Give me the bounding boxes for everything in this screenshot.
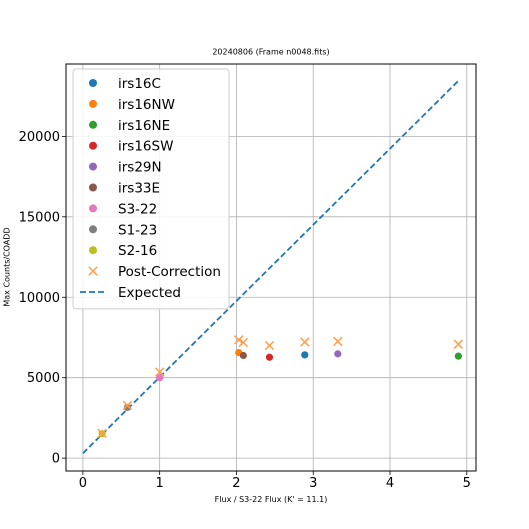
legend-swatch-irs16ne [89, 120, 97, 129]
point-irs16ne [454, 352, 462, 360]
x-axis-label: Flux / S3-22 Flux (K' = 11.1) [215, 495, 328, 504]
legend-swatch-post-correction [88, 266, 98, 276]
y-tick-label: 20000 [19, 130, 60, 145]
point-irs29n [334, 350, 342, 358]
legend-label-irs16c: irs16C [118, 76, 161, 92]
legend-swatch-s3-22 [89, 204, 97, 213]
legend-label-s1-23: S1-23 [118, 222, 157, 238]
legend-swatch-irs16c [89, 79, 97, 87]
legend-label-irs33e: irs33E [118, 181, 160, 197]
y-tick-label: 10000 [19, 291, 60, 306]
point-irs16c [301, 351, 309, 359]
post-correction-point [97, 428, 107, 439]
post-correction-point [264, 340, 275, 351]
x-tick-label: 1 [156, 476, 164, 491]
legend-label-irs16sw: irs16SW [118, 139, 173, 155]
legend-label-irs29n: irs29N [118, 160, 162, 176]
legend-label-irs16nw: irs16NW [118, 97, 175, 113]
x-tick-label: 5 [463, 476, 471, 491]
legend-label-irs16ne: irs16NE [118, 118, 170, 134]
plot-frame [65, 63, 477, 472]
y-tick-label: 5000 [27, 371, 60, 386]
chart-title: 20240806 (Frame n0048.fits) [212, 48, 329, 57]
legend-swatch-irs16nw [89, 99, 97, 108]
point-s1-23 [123, 403, 132, 412]
post-correction-point [238, 337, 249, 348]
x-tick-label: 4 [386, 476, 394, 491]
expected-line-layer [82, 79, 460, 454]
post-correction-point [333, 336, 343, 347]
axis-ticks: 0 1 2 3 4 5 0 5000 10000 15000 20000 [19, 130, 471, 491]
legend-label-s3-22: S3-22 [118, 201, 157, 217]
x-tick-label: 2 [232, 476, 240, 491]
x-tick-label: 3 [309, 476, 317, 491]
legend: irs16C irs16NW irs16NE irs16SW irs29N irs33E S… [72, 68, 230, 310]
legend-swatch-s1-23 [89, 225, 97, 234]
legend-swatch-s2-16 [89, 246, 97, 255]
post-correction-point [300, 337, 310, 347]
y-tick-label: 15000 [19, 210, 60, 225]
data-marks [97, 335, 464, 439]
x-tick-label: 0 [79, 476, 87, 491]
legend-label-post-correction: Post-Correction [118, 264, 221, 280]
point-irs33e [239, 351, 247, 360]
legend-label-expected: Expected [118, 285, 181, 301]
post-correction-point [154, 367, 165, 377]
legend-box [72, 68, 230, 310]
post-correction-point [234, 335, 244, 345]
legend-label-s2-16: S2-16 [118, 243, 157, 259]
y-tick-label: 0 [52, 452, 60, 467]
point-s3-22 [156, 374, 164, 382]
point-irs16sw [265, 353, 274, 361]
y-axis-label: Max Counts/COADD [3, 227, 12, 306]
post-correction-point [453, 339, 464, 349]
legend-swatch-irs33e [89, 183, 97, 192]
legend-swatch-irs16sw [89, 141, 97, 150]
expected-line [82, 79, 460, 454]
legend-swatch-irs29n [89, 162, 97, 171]
post-correction-point [122, 400, 133, 411]
